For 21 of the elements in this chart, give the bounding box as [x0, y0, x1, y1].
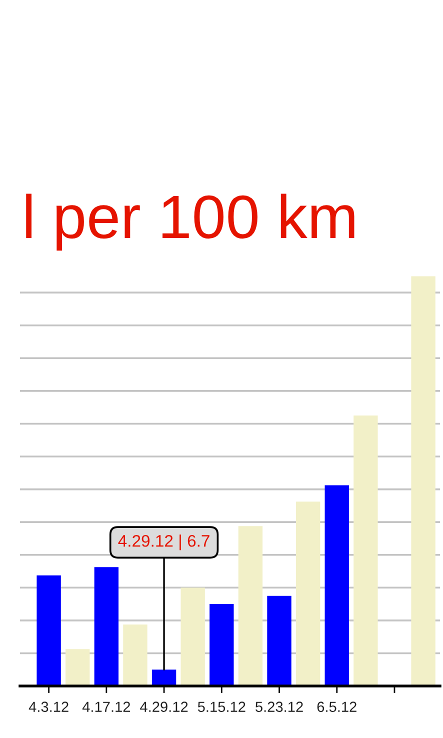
- bar: [411, 276, 436, 686]
- x-tick-label: 6.5.12: [317, 702, 356, 712]
- bar: [296, 502, 320, 686]
- x-tick-label: 4.17.12: [82, 702, 130, 712]
- bar: [180, 588, 205, 686]
- bar: [66, 649, 90, 686]
- x-tick-label: 5.23.12: [256, 702, 303, 712]
- bar: [267, 596, 292, 686]
- x-tick-label: 4.29.12: [140, 702, 188, 712]
- bar: [94, 567, 119, 686]
- bar: [123, 624, 148, 686]
- bar: [324, 485, 349, 686]
- chart-title: l per 100 km: [26, 194, 354, 251]
- bar: [36, 575, 61, 686]
- bar: [152, 670, 176, 686]
- bar: [238, 526, 263, 686]
- x-tick-label: 4.3.12: [28, 702, 68, 712]
- bar: [210, 604, 234, 686]
- x-tick-label: 5.15.12: [198, 702, 246, 712]
- bar: [354, 416, 378, 686]
- annotation: 4.29.12 | 6.7: [118, 534, 210, 550]
